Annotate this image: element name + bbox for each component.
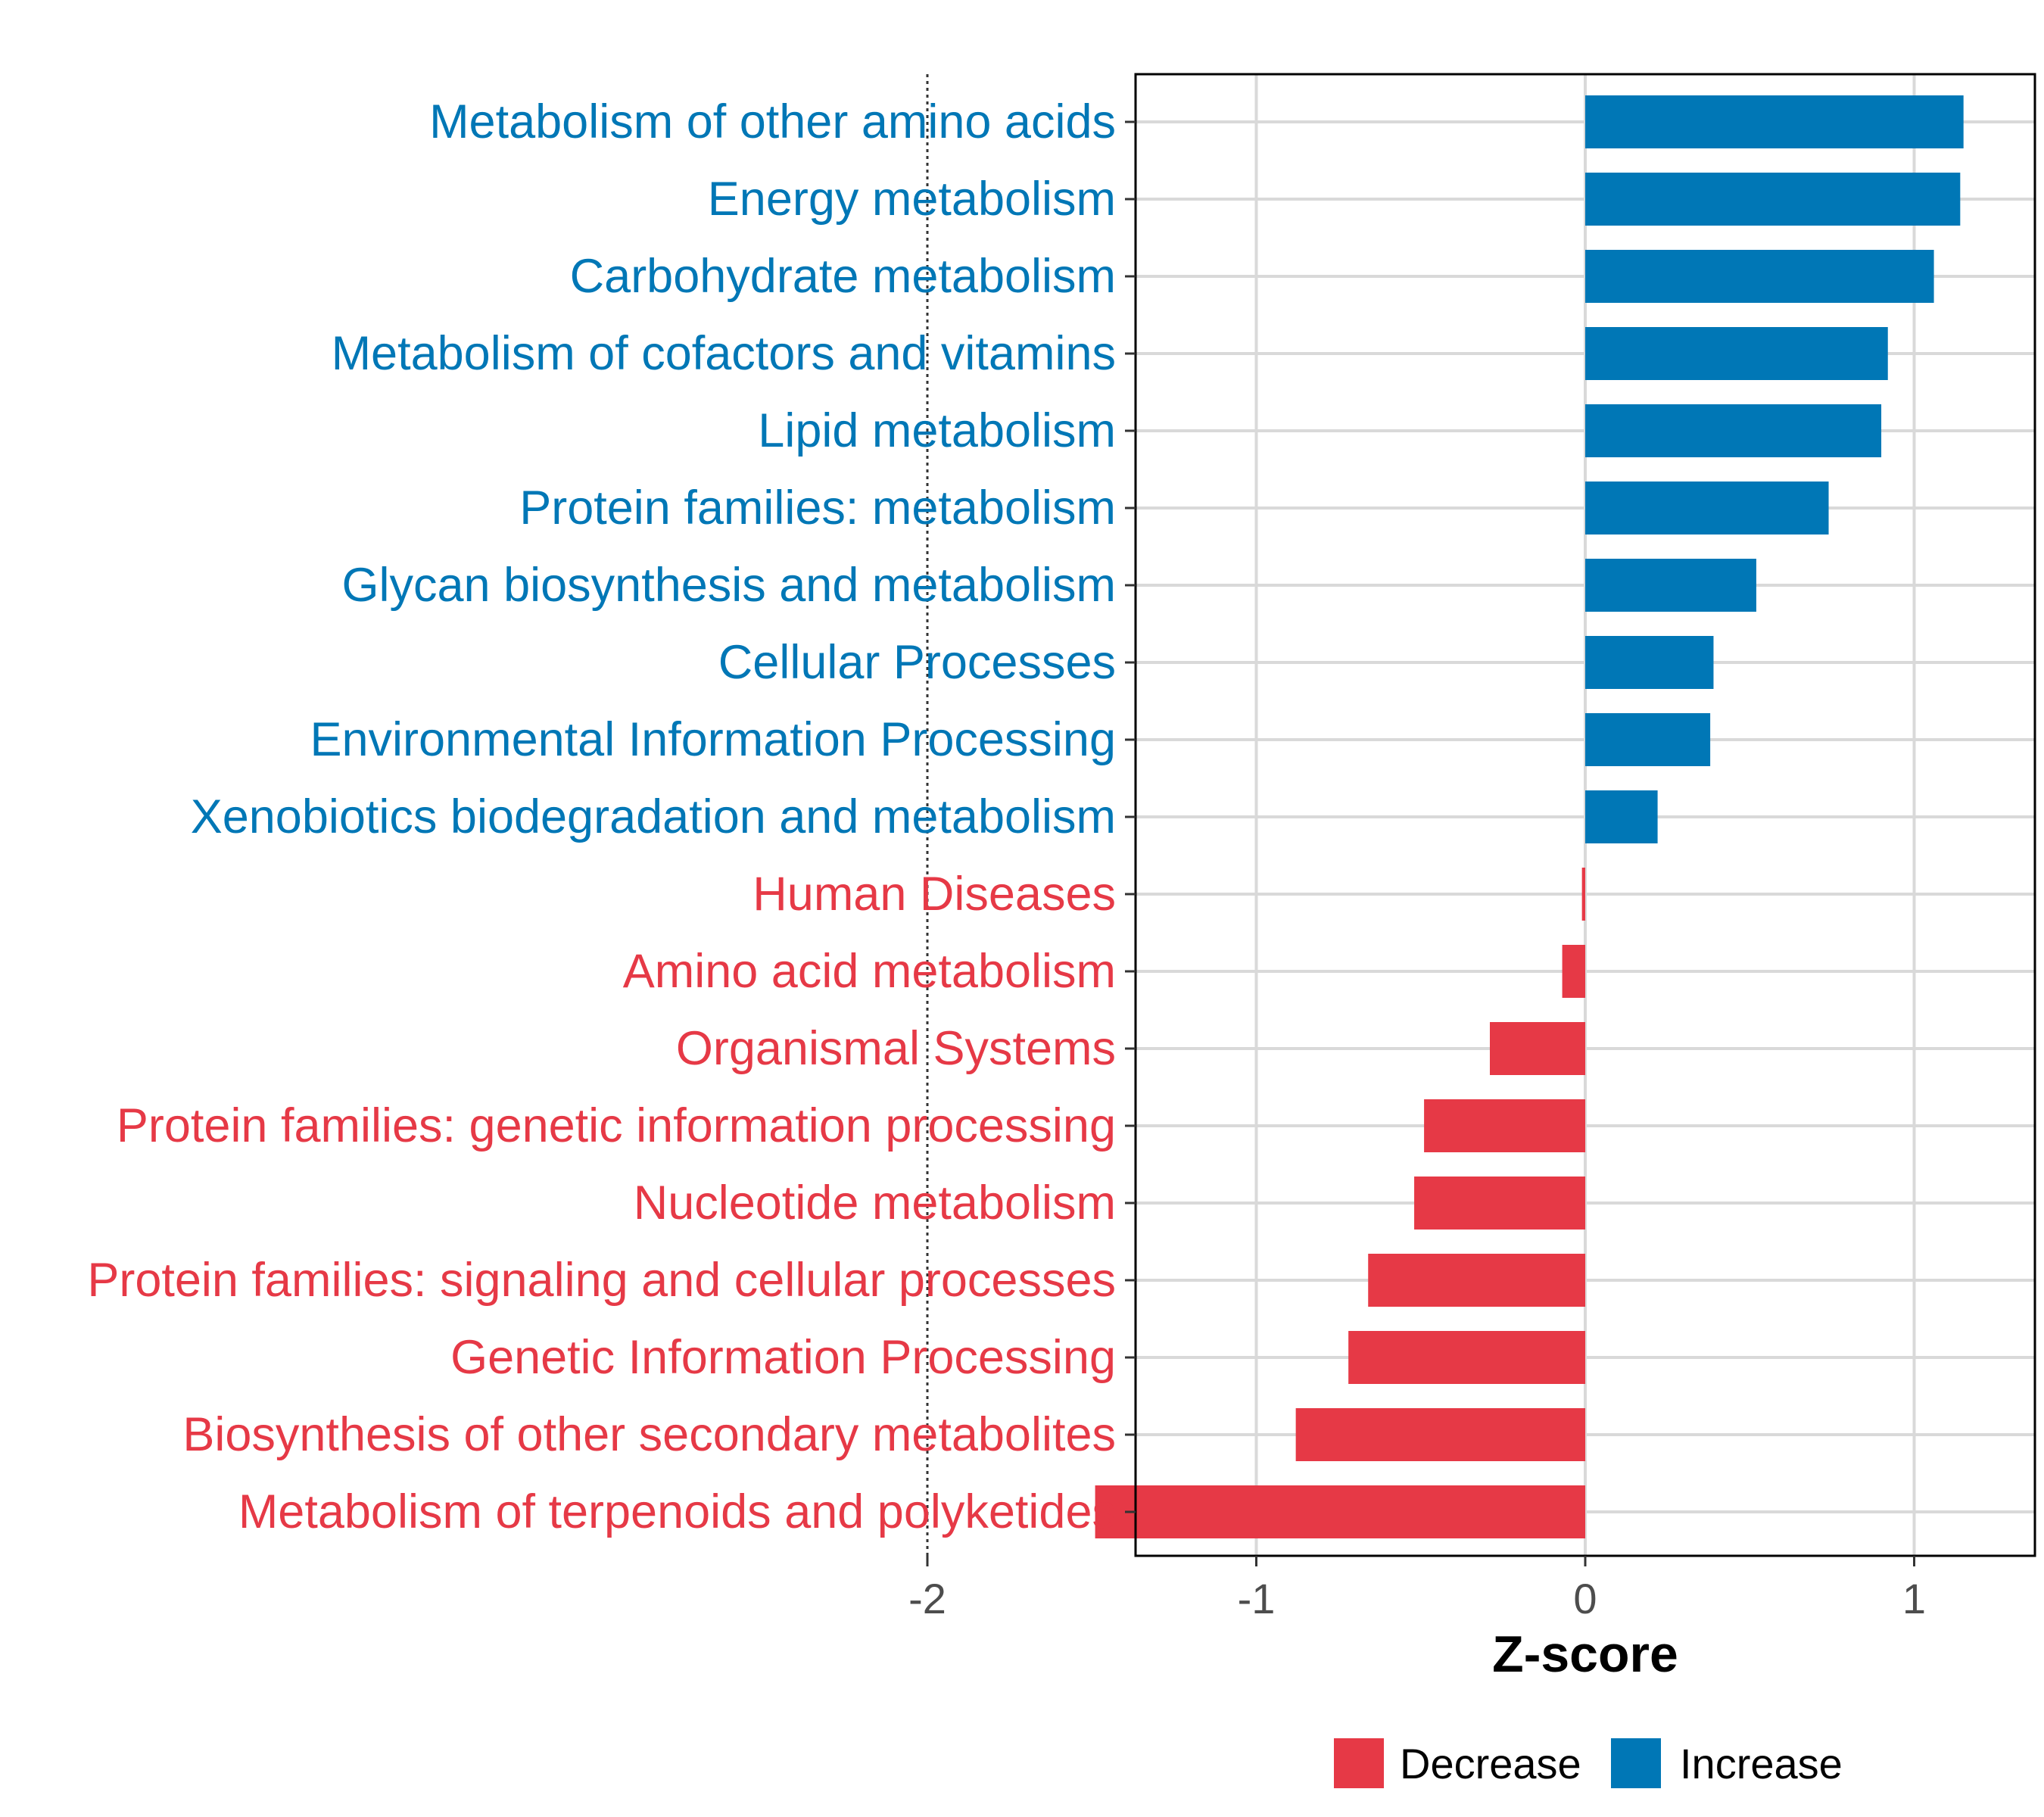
x-tick-label: -1	[1238, 1575, 1276, 1622]
category-label: Nucleotide metabolism	[634, 1177, 1116, 1230]
legend-label: Increase	[1680, 1740, 1843, 1787]
bar	[1585, 790, 1658, 843]
category-label: Protein families: genetic information pr…	[117, 1099, 1116, 1152]
bar	[1489, 1022, 1585, 1075]
bar	[1585, 173, 1961, 226]
category-label: Carbohydrate metabolism	[570, 250, 1116, 303]
legend-swatch	[1334, 1738, 1384, 1788]
bar	[1095, 1485, 1585, 1538]
legend: Decrease Increase	[1334, 1738, 1843, 1788]
x-tick-label: 0	[1573, 1575, 1597, 1622]
legend-label: Decrease	[1400, 1740, 1581, 1787]
category-label: Energy metabolism	[708, 173, 1116, 226]
category-label: Cellular Processes	[718, 636, 1116, 689]
category-label: Biosynthesis of other secondary metaboli…	[182, 1408, 1116, 1461]
x-tick-label: 1	[1902, 1575, 1926, 1622]
bar	[1562, 945, 1585, 998]
category-label: Metabolism of terpenoids and polyketides	[238, 1485, 1116, 1538]
bar	[1585, 482, 1829, 535]
category-label: Metabolism of other amino acids	[429, 95, 1116, 148]
category-label: Metabolism of cofactors and vitamins	[332, 327, 1116, 380]
bar	[1581, 868, 1585, 921]
bar	[1585, 404, 1882, 457]
x-axis-title: Z-score	[1492, 1625, 1678, 1683]
bar	[1585, 713, 1711, 766]
bar	[1424, 1099, 1585, 1152]
bar	[1414, 1177, 1585, 1230]
legend-swatch	[1611, 1738, 1661, 1788]
bar	[1585, 250, 1934, 303]
category-label: Lipid metabolism	[758, 404, 1116, 457]
bar	[1348, 1331, 1585, 1384]
bar	[1368, 1254, 1585, 1307]
category-label: Protein families: signaling and cellular…	[87, 1254, 1116, 1307]
category-label: Protein families: metabolism	[519, 482, 1116, 535]
category-label: Xenobiotics biodegradation and metabolis…	[191, 790, 1116, 843]
category-label: Human Diseases	[752, 868, 1116, 921]
bar	[1295, 1408, 1585, 1461]
bar	[1585, 636, 1714, 689]
bar	[1585, 95, 1964, 148]
category-label: Genetic Information Processing	[450, 1331, 1116, 1384]
category-label: Amino acid metabolism	[623, 945, 1116, 998]
category-label: Organismal Systems	[676, 1022, 1116, 1075]
category-label: Environmental Information Processing	[310, 713, 1116, 766]
category-label: Glycan biosynthesis and metabolism	[342, 559, 1117, 612]
bar	[1585, 559, 1756, 612]
bar	[1585, 327, 1888, 380]
x-tick-label: -2	[908, 1575, 946, 1622]
